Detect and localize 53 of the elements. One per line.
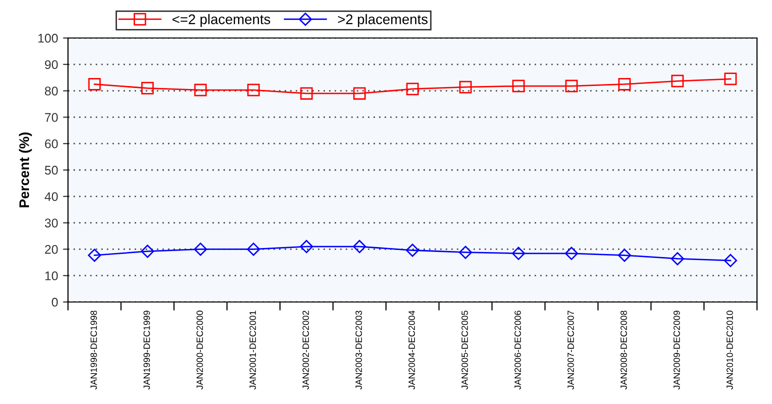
point xyxy=(564,246,578,260)
point xyxy=(406,82,419,96)
point xyxy=(512,80,525,92)
legend-label: >2 placements xyxy=(338,14,428,27)
point xyxy=(88,248,102,262)
x-tick-label: JAN2010-DEC2010 xyxy=(726,310,733,390)
point xyxy=(194,242,208,256)
point xyxy=(406,244,420,257)
y-tick-label: 100 xyxy=(38,34,58,43)
x-tick-label: JAN1999-DEC1999 xyxy=(144,310,150,390)
x-tick-label: JAN2009-DEC2009 xyxy=(674,310,680,390)
point xyxy=(724,72,737,86)
y-tick-label: 50 xyxy=(44,166,58,175)
point xyxy=(140,244,154,258)
point xyxy=(247,84,260,96)
y-tick-label: 0 xyxy=(52,298,58,307)
x-tick-label: JAN2000-DEC2000 xyxy=(196,310,203,390)
point xyxy=(353,87,366,100)
y-tick-label: 90 xyxy=(44,60,58,70)
point xyxy=(724,254,738,268)
x-tick-label: JAN2004-DEC2004 xyxy=(408,310,415,390)
y-tick-label: 20 xyxy=(45,245,58,254)
x-tick-label: JAN1998-DEC1998 xyxy=(90,310,97,390)
x-tick-label: JAN2006-DEC2006 xyxy=(514,310,521,390)
y-tick-label: 60 xyxy=(45,139,58,148)
point xyxy=(671,74,684,88)
x-tick-label: JAN2001-DEC2001 xyxy=(250,310,256,390)
x-tick-label: JAN2008-DEC2008 xyxy=(620,310,627,390)
point xyxy=(141,82,154,94)
x-tick-label: JAN2003-DEC2003 xyxy=(356,310,362,390)
point xyxy=(194,84,207,96)
x-tick-label: JAN2007-DEC2007 xyxy=(568,310,574,390)
y-axis-title: Percent (%) xyxy=(18,132,32,208)
point xyxy=(88,78,101,90)
x-tick-label: JAN2002-DEC2002 xyxy=(302,310,309,390)
point xyxy=(246,242,260,256)
x-tick-label: JAN2005-DEC2005 xyxy=(462,310,468,390)
y-tick-label: 80 xyxy=(44,86,58,96)
y-tick-label: 40 xyxy=(44,192,58,202)
point xyxy=(352,240,366,254)
point xyxy=(300,87,313,100)
y-tick-label: 10 xyxy=(45,271,58,280)
y-tick-label: 30 xyxy=(44,218,58,228)
point xyxy=(618,248,632,262)
point xyxy=(618,78,631,90)
point xyxy=(458,246,472,259)
point xyxy=(670,252,684,266)
point xyxy=(565,80,578,92)
point xyxy=(512,246,526,260)
point xyxy=(459,80,472,94)
legend-label: <=2 placements xyxy=(172,14,270,27)
y-tick-label: 70 xyxy=(45,113,58,122)
point xyxy=(300,240,314,254)
